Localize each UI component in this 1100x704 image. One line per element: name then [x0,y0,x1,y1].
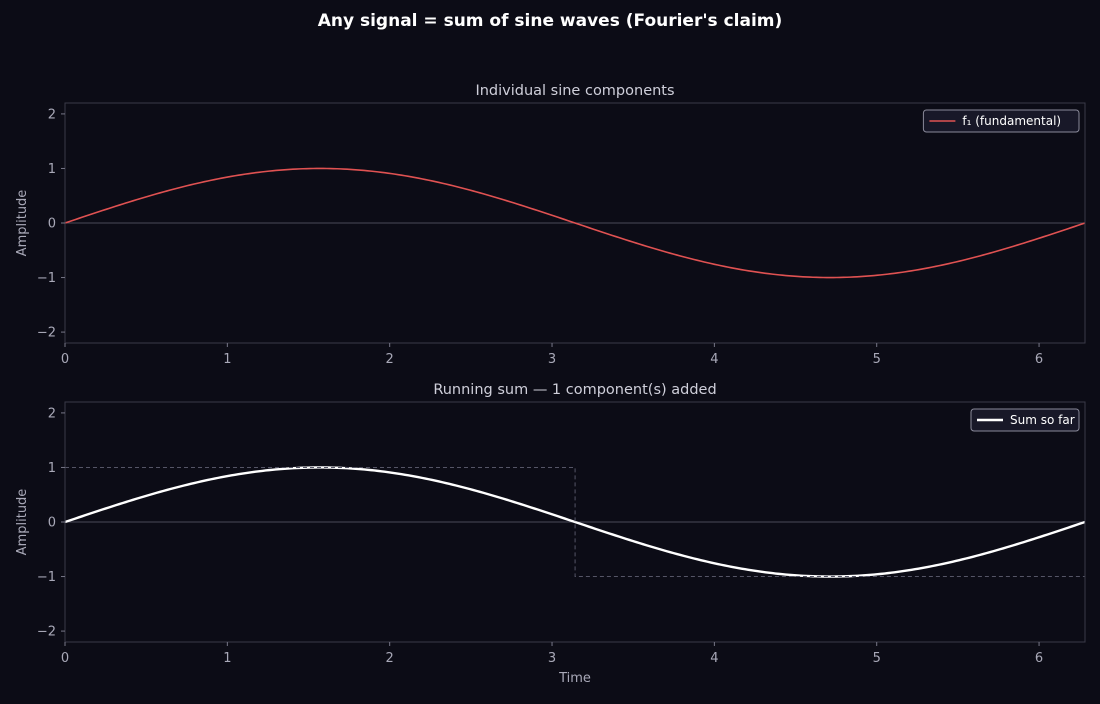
y-tick-label: 1 [48,162,56,177]
y-tick-label: 0 [48,516,56,531]
legend-box [970,408,1080,432]
y-tick-label: 0 [48,217,56,232]
y-tick-label: −1 [37,271,56,286]
y-axis-label: Amplitude [15,190,30,257]
legend: f₁ (fundamental) [922,109,1080,133]
x-tick-label: 4 [710,352,718,367]
legend-label: f₁ (fundamental) [962,114,1061,128]
y-axis-label: Amplitude [15,489,30,556]
x-tick-label: 4 [710,651,718,666]
legend: Sum so far [970,408,1080,432]
chart-panel-1: 0 1 2 3 4 5 6 −2 −1 0 1 2 Individual sine components… [15,83,1086,367]
x-tick-label: 0 [61,352,69,367]
x-tick-label: 5 [873,651,881,666]
x-tick-label: 2 [386,651,394,666]
series-line-1 [65,167,1085,279]
y-tick-label: 2 [48,406,56,421]
legend-box [922,109,1080,133]
y-tick-label: 1 [48,461,56,476]
chart-panel-2: 0 1 2 3 4 5 6 −2 −1 0 1 2 Running sum — 1 component(… [15,382,1086,686]
x-tick-label: 1 [223,352,231,367]
panel-title: Running sum — 1 component(s) added [433,382,716,398]
x-axis-label: Time [558,671,591,686]
y-tick-label: 2 [48,107,56,122]
y-tick-label: −1 [37,570,56,585]
x-tick-label: 0 [61,651,69,666]
figure-title: Any signal = sum of sine waves (Fourier'… [317,11,783,31]
x-tick-label: 3 [548,651,556,666]
series-line-1 [65,466,1085,578]
panel-title: Individual sine components [475,83,674,99]
legend-label: Sum so far [1010,413,1075,427]
y-tick-label: −2 [37,625,56,640]
x-tick-label: 1 [223,651,231,666]
x-tick-label: 6 [1035,651,1043,666]
y-tick-label: −2 [37,326,56,341]
target-square-wave-line [65,466,1085,578]
x-tick-label: 5 [873,352,881,367]
x-tick-label: 6 [1035,352,1043,367]
x-tick-label: 3 [548,352,556,367]
x-tick-label: 2 [386,352,394,367]
